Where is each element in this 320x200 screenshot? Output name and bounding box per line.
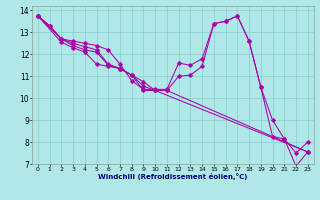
X-axis label: Windchill (Refroidissement éolien,°C): Windchill (Refroidissement éolien,°C)	[98, 173, 247, 180]
